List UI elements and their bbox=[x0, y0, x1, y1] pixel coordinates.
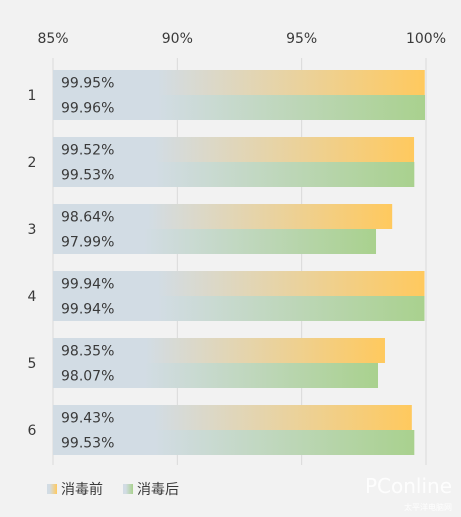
bar-data-label: 99.94% bbox=[61, 277, 114, 293]
bar-data-label: 99.43% bbox=[61, 411, 114, 427]
legend-label: 消毒后 bbox=[137, 482, 179, 498]
bar-after-4 bbox=[53, 296, 425, 321]
bar-data-label: 99.96% bbox=[61, 101, 114, 117]
x-tick-label: 85% bbox=[37, 31, 68, 47]
category-label: 1 bbox=[28, 88, 37, 104]
legend-item-after: 消毒后 bbox=[123, 482, 179, 498]
category-label: 3 bbox=[28, 222, 37, 238]
watermark-logo: PConline 太平洋电脑网 bbox=[365, 474, 452, 512]
bar-after-1 bbox=[53, 95, 426, 120]
legend-item-before: 消毒前 bbox=[47, 481, 103, 498]
x-tick-label: 100% bbox=[406, 31, 446, 47]
legend: 消毒前 消毒后 bbox=[47, 481, 179, 498]
watermark-text: PConline bbox=[365, 474, 452, 498]
bar-before-6 bbox=[53, 405, 412, 430]
category-label: 5 bbox=[28, 356, 37, 372]
bar-after-5 bbox=[53, 363, 379, 388]
legend-swatch bbox=[123, 484, 133, 494]
bar-data-label: 99.53% bbox=[61, 168, 114, 184]
legend-swatch bbox=[47, 484, 57, 494]
bar-data-label: 98.07% bbox=[61, 369, 114, 385]
bar-data-label: 99.52% bbox=[61, 143, 114, 159]
category-label: 2 bbox=[28, 155, 37, 171]
bar-after-2 bbox=[53, 162, 415, 187]
x-axis-ticks: 85% 90% 95% 100% bbox=[37, 31, 446, 47]
bar-data-label: 98.35% bbox=[61, 344, 114, 360]
x-tick-label: 90% bbox=[162, 31, 193, 47]
bar-before-1 bbox=[53, 70, 425, 95]
watermark-subtext: 太平洋电脑网 bbox=[404, 502, 452, 512]
bar-before-5 bbox=[53, 338, 385, 363]
bar-before-4 bbox=[53, 271, 425, 296]
bar-data-label: 99.94% bbox=[61, 302, 114, 318]
legend-label: 消毒前 bbox=[61, 481, 103, 498]
bar-after-3 bbox=[53, 229, 377, 254]
bar-before-2 bbox=[53, 137, 415, 162]
bar-data-label: 99.95% bbox=[61, 76, 114, 92]
bar-data-label: 99.53% bbox=[61, 436, 114, 452]
category-label: 6 bbox=[28, 423, 37, 439]
gridlines bbox=[52, 58, 427, 465]
category-axis: 1 2 3 4 5 6 bbox=[28, 88, 37, 439]
bar-after-6 bbox=[53, 430, 415, 455]
bar-data-label: 97.99% bbox=[61, 235, 114, 251]
bars: 99.95% 99.96% 99.52% 99.53% 98.64% 97.99% 99.9… bbox=[53, 70, 426, 455]
bar-before-3 bbox=[53, 204, 393, 229]
x-tick-label: 95% bbox=[286, 31, 317, 47]
category-label: 4 bbox=[28, 289, 37, 305]
bar-data-label: 98.64% bbox=[61, 210, 114, 226]
